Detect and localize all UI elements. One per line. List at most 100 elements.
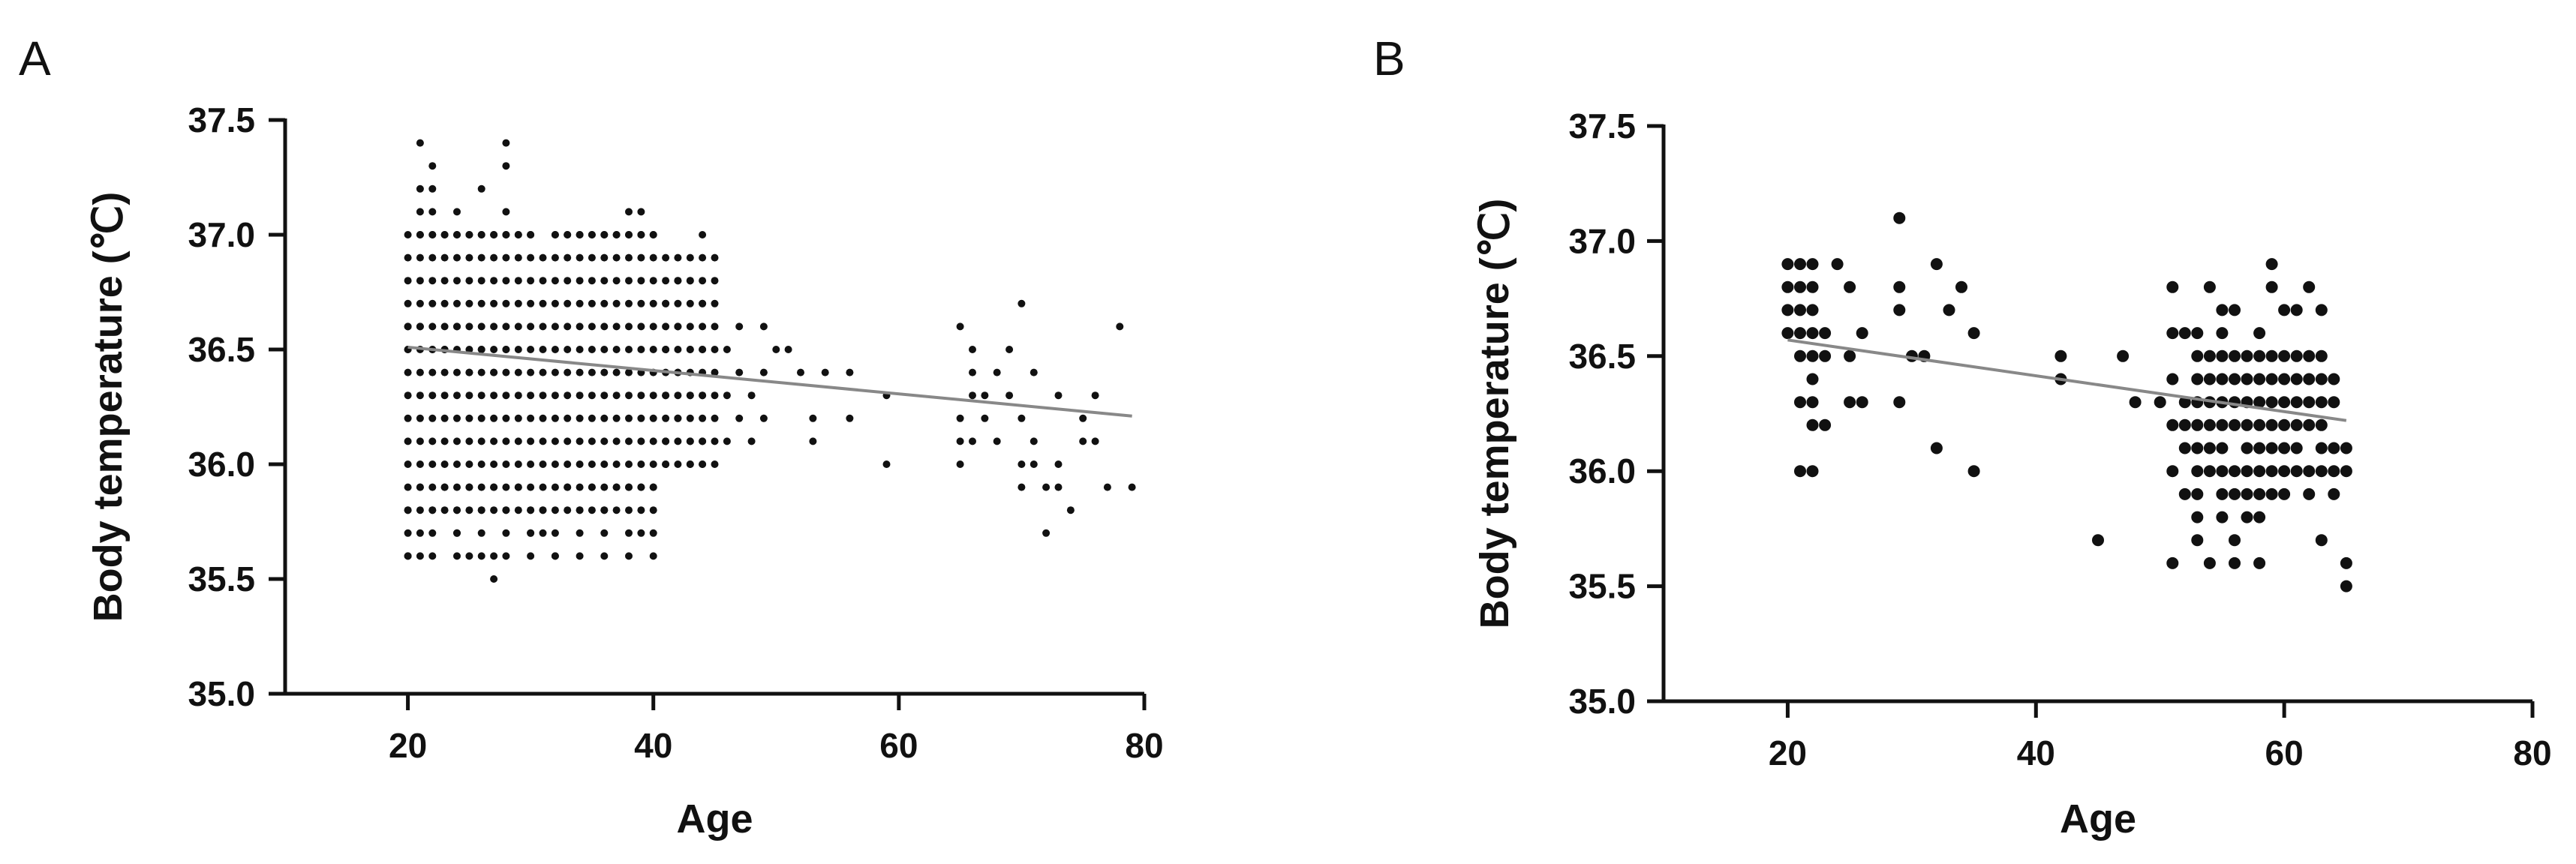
data-point	[2154, 396, 2166, 409]
data-point	[1806, 396, 1819, 409]
data-point	[637, 392, 645, 400]
data-point	[453, 368, 461, 376]
data-point	[564, 231, 572, 238]
data-point	[588, 460, 596, 468]
y-tick-label: 36.5	[1568, 337, 1636, 376]
data-point	[662, 346, 670, 353]
panel-a: A 35.0 35.5 36.0 36.5 37.0 37.5 20 40 60 80 Age Body…	[19, 32, 1164, 842]
data-point	[416, 299, 424, 308]
data-point	[514, 414, 522, 422]
data-point	[2229, 304, 2241, 316]
data-point	[600, 231, 609, 238]
data-point	[1794, 280, 1806, 293]
data-point	[564, 460, 572, 468]
y-tick-label: 37.5	[1568, 106, 1636, 146]
data-point	[649, 506, 657, 514]
data-point	[428, 460, 437, 468]
data-point	[564, 437, 572, 446]
data-point	[551, 552, 559, 560]
data-point	[1017, 414, 1026, 422]
data-point	[490, 552, 498, 560]
data-point	[612, 414, 621, 422]
data-point	[2315, 396, 2328, 409]
data-point	[440, 437, 449, 446]
data-point	[2253, 327, 2266, 340]
data-point	[588, 277, 596, 285]
x-tick-label: 80	[2513, 734, 2551, 772]
data-point	[1806, 350, 1819, 362]
data-point	[649, 552, 657, 560]
data-point	[1844, 280, 1856, 293]
data-point	[625, 506, 633, 514]
data-point	[564, 277, 572, 285]
data-point	[514, 322, 522, 331]
data-point	[477, 231, 485, 238]
x-axis-title: Age	[2060, 796, 2136, 842]
data-point	[502, 277, 510, 285]
data-point	[416, 529, 424, 537]
data-point	[527, 483, 535, 491]
data-point	[404, 299, 412, 308]
data-point	[477, 299, 485, 308]
data-point	[1794, 327, 1806, 340]
data-point	[477, 460, 485, 468]
data-point	[428, 437, 437, 446]
data-point	[404, 368, 412, 376]
data-point	[453, 506, 461, 514]
data-point	[416, 277, 424, 285]
data-point	[674, 346, 682, 353]
data-point	[1930, 442, 1943, 454]
data-point	[428, 277, 437, 285]
data-point	[416, 231, 424, 238]
data-point	[662, 437, 670, 446]
data-point	[453, 460, 461, 468]
data-point	[453, 208, 461, 216]
data-point	[612, 322, 621, 331]
data-point	[2253, 418, 2266, 431]
data-point	[2278, 442, 2291, 454]
data-point	[1819, 327, 1832, 340]
data-point	[551, 460, 559, 468]
x-axis-title: Age	[676, 796, 753, 842]
data-point	[2290, 418, 2303, 431]
data-point	[686, 254, 694, 262]
data-point	[465, 392, 473, 400]
data-point	[2166, 556, 2179, 569]
y-tick-label: 36.5	[188, 330, 255, 369]
data-point	[2229, 556, 2241, 569]
data-point	[502, 208, 510, 216]
data-point	[576, 437, 584, 446]
data-point	[416, 322, 424, 331]
data-point	[699, 254, 707, 262]
data-point	[576, 552, 584, 560]
data-point	[416, 392, 424, 400]
data-point	[453, 414, 461, 422]
data-point	[686, 414, 694, 422]
data-point	[428, 184, 437, 193]
data-point	[969, 346, 976, 353]
data-point	[809, 437, 817, 446]
data-point	[649, 299, 657, 308]
regression-line	[1787, 338, 2347, 422]
data-point	[564, 414, 572, 422]
x-tick-label: 60	[879, 726, 918, 765]
data-point	[649, 392, 657, 400]
data-point	[2203, 442, 2216, 454]
data-point	[686, 392, 694, 400]
data-point	[502, 460, 510, 468]
data-point	[440, 506, 449, 514]
data-point	[612, 437, 621, 446]
data-point	[428, 299, 437, 308]
data-point	[576, 529, 584, 537]
data-point	[649, 414, 657, 422]
data-point	[2203, 350, 2216, 362]
data-point	[404, 506, 412, 514]
x-tick-label: 20	[389, 726, 427, 765]
data-point	[2229, 418, 2241, 431]
data-point	[600, 346, 609, 353]
data-point	[969, 437, 976, 446]
data-point	[440, 299, 449, 308]
data-point	[600, 506, 609, 514]
data-point	[612, 483, 621, 491]
